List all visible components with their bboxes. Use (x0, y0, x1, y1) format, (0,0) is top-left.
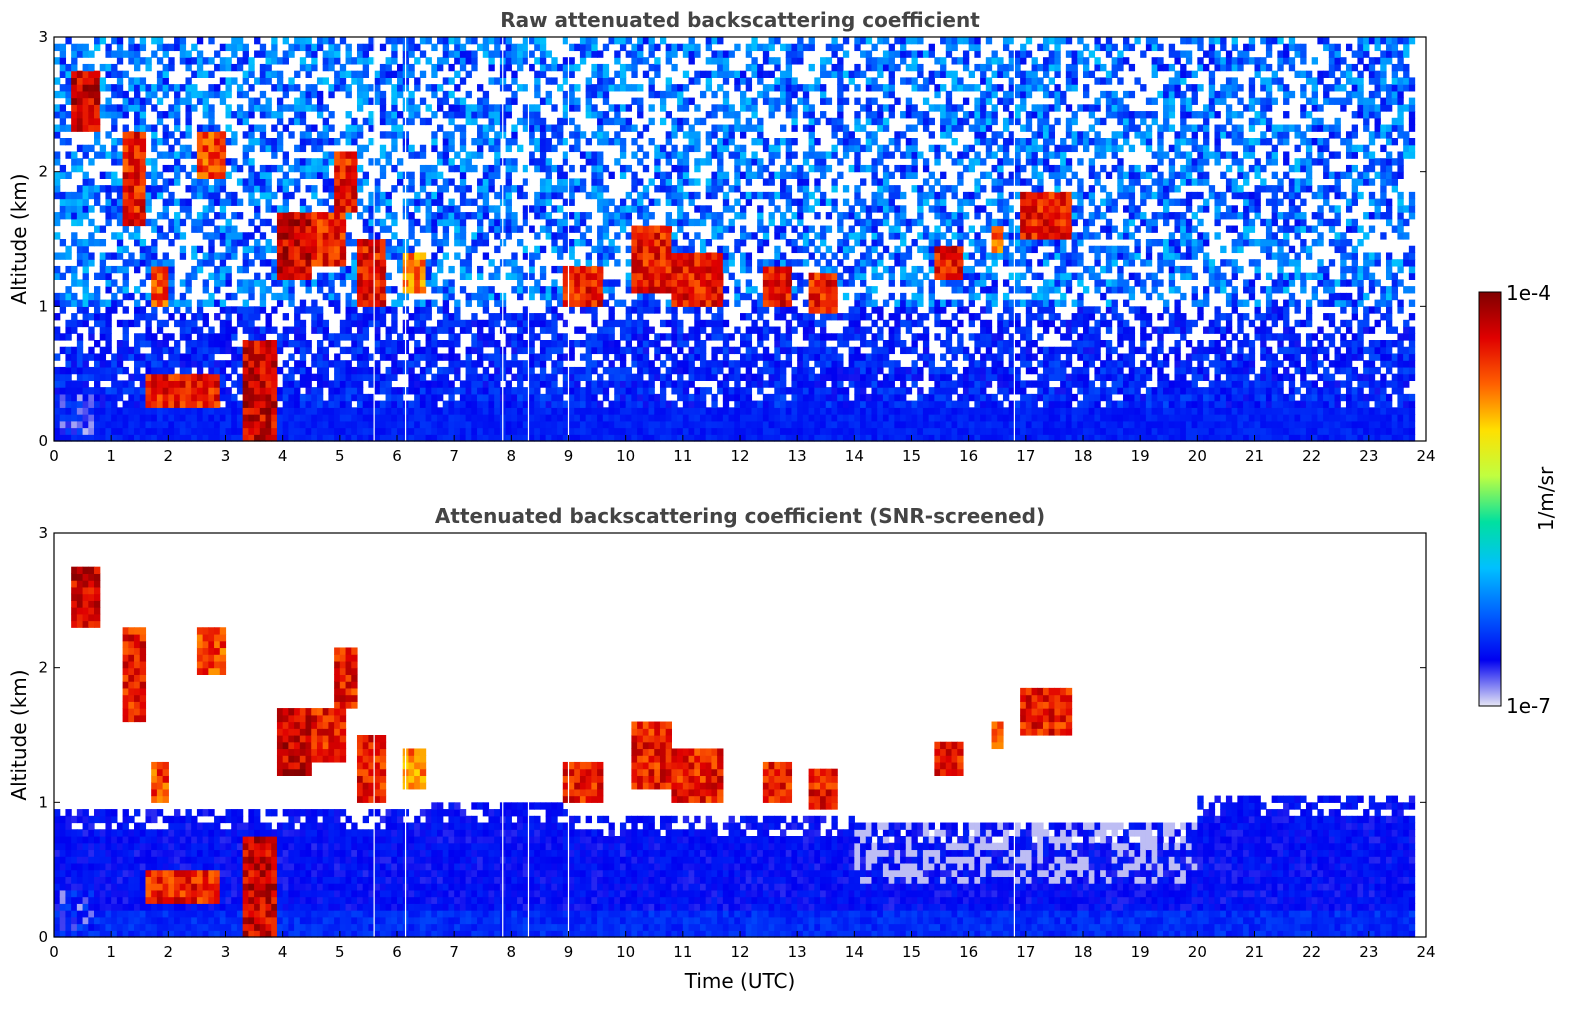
x-tick-label: 18 (1073, 447, 1092, 465)
panel-raw-title: Raw attenuated backscattering coefficien… (500, 8, 980, 32)
x-tick-label: 9 (564, 447, 574, 465)
x-tick-label: 4 (278, 943, 288, 961)
colorbar-min-label: 1e-7 (1506, 694, 1551, 718)
x-tick-label: 1 (106, 943, 116, 961)
panel-screened-plot-area (54, 533, 1426, 938)
x-tick-label: 21 (1245, 943, 1264, 961)
x-tick-label: 13 (788, 447, 807, 465)
colorbar-scale (1478, 291, 1502, 707)
x-tick-label: 22 (1302, 943, 1321, 961)
x-tick-label: 19 (1131, 943, 1150, 961)
panel-screened-xlabel: Time (UTC) (684, 969, 796, 993)
y-tick-label: 2 (38, 659, 48, 677)
panel-screened: Attenuated backscattering coefficient (S… (7, 504, 1436, 993)
panel-screened-title: Attenuated backscattering coefficient (S… (435, 504, 1045, 528)
x-tick-label: 20 (1188, 943, 1207, 961)
x-tick-label: 6 (392, 447, 402, 465)
x-tick-label: 3 (221, 447, 231, 465)
x-tick-label: 3 (221, 943, 231, 961)
x-tick-label: 5 (335, 447, 345, 465)
y-tick-label: 1 (38, 297, 48, 315)
x-tick-label: 10 (616, 943, 635, 961)
x-tick-label: 13 (788, 943, 807, 961)
y-tick-label: 0 (38, 928, 48, 946)
x-tick-label: 23 (1359, 447, 1378, 465)
panel-screened-axes: 0 1 2 3 4 5 6 7 8 9 10 11 12 13 14 15 16 17 18 19 20 21 22 23 24… (38, 524, 1435, 961)
x-tick-label: 8 (507, 447, 517, 465)
x-tick-label: 14 (845, 447, 864, 465)
panel-raw-axes: 0 1 2 3 4 5 6 7 8 9 10 11 12 13 14 15 16 17 18 19 20 21 22 23 24… (38, 28, 1435, 465)
x-tick-label: 24 (1416, 943, 1435, 961)
x-tick-label: 8 (507, 943, 517, 961)
colorbar: 1e-4 1e-7 1/m/sr (1478, 281, 1558, 718)
x-tick-label: 20 (1188, 447, 1207, 465)
x-tick-label: 23 (1359, 943, 1378, 961)
x-tick-label: 12 (730, 447, 749, 465)
x-tick-label: 18 (1073, 943, 1092, 961)
x-tick-label: 10 (616, 447, 635, 465)
x-tick-label: 15 (902, 447, 921, 465)
colorbar-max-label: 1e-4 (1506, 281, 1551, 305)
x-tick-label: 24 (1416, 447, 1435, 465)
panel-raw: Raw attenuated backscattering coefficien… (7, 8, 1436, 465)
x-tick-label: 12 (730, 943, 749, 961)
panel-screened-ylabel: Altitude (km) (7, 669, 31, 800)
colorbar-label: 1/m/sr (1534, 466, 1558, 531)
x-tick-label: 9 (564, 943, 574, 961)
panel-raw-plot-area (54, 37, 1426, 442)
y-tick-label: 1 (38, 793, 48, 811)
x-tick-label: 11 (673, 447, 692, 465)
x-tick-label: 7 (449, 943, 459, 961)
x-tick-label: 6 (392, 943, 402, 961)
x-tick-label: 2 (164, 943, 174, 961)
x-tick-label: 2 (164, 447, 174, 465)
x-tick-label: 17 (1016, 447, 1035, 465)
x-tick-label: 1 (106, 447, 116, 465)
x-tick-label: 17 (1016, 943, 1035, 961)
x-tick-label: 14 (845, 943, 864, 961)
x-tick-label: 22 (1302, 447, 1321, 465)
x-tick-label: 0 (49, 943, 59, 961)
x-tick-label: 19 (1131, 447, 1150, 465)
y-tick-label: 3 (38, 28, 48, 46)
x-tick-label: 16 (959, 943, 978, 961)
x-tick-label: 7 (449, 447, 459, 465)
x-tick-label: 0 (49, 447, 59, 465)
x-tick-label: 15 (902, 943, 921, 961)
x-tick-label: 4 (278, 447, 288, 465)
y-tick-label: 3 (38, 524, 48, 542)
panel-raw-ylabel: Altitude (km) (7, 173, 31, 304)
x-tick-label: 16 (959, 447, 978, 465)
x-tick-label: 11 (673, 943, 692, 961)
x-tick-label: 21 (1245, 447, 1264, 465)
x-tick-label: 5 (335, 943, 345, 961)
y-tick-label: 2 (38, 163, 48, 181)
y-tick-label: 0 (38, 432, 48, 450)
